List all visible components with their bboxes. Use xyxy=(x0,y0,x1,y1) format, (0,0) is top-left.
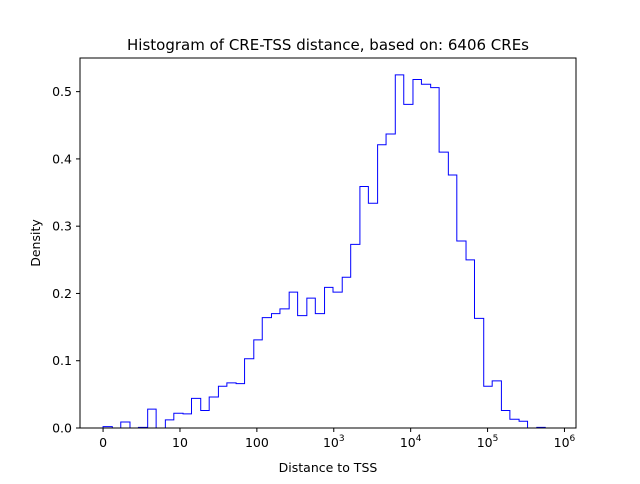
x-tick-label: 100 xyxy=(245,435,269,450)
x-tick-exponent: 6 xyxy=(570,434,576,444)
y-axis-label: Density xyxy=(28,219,43,267)
x-tick-label: 0 xyxy=(99,435,107,450)
x-axis-label: Distance to TSS xyxy=(279,460,378,475)
x-tick-exponent: 3 xyxy=(339,434,345,444)
y-tick-label: 0.4 xyxy=(52,151,72,166)
chart-title: Histogram of CRE-TSS distance, based on:… xyxy=(127,36,529,54)
y-tick-label: 0.0 xyxy=(52,421,72,436)
y-tick-label: 0.3 xyxy=(52,219,72,234)
x-tick-exponent: 5 xyxy=(493,434,499,444)
y-tick-label: 0.2 xyxy=(52,286,72,301)
y-tick-label: 0.1 xyxy=(52,353,72,368)
plot-frame xyxy=(79,57,577,429)
x-tick-exponent: 4 xyxy=(416,434,422,444)
histogram-step-line xyxy=(102,74,555,429)
y-axis-ticks: 0.0 0.1 0.2 0.3 0.4 0.5 xyxy=(52,84,80,436)
x-tick-label: 10 xyxy=(172,435,188,450)
y-tick-label: 0.5 xyxy=(52,84,72,99)
